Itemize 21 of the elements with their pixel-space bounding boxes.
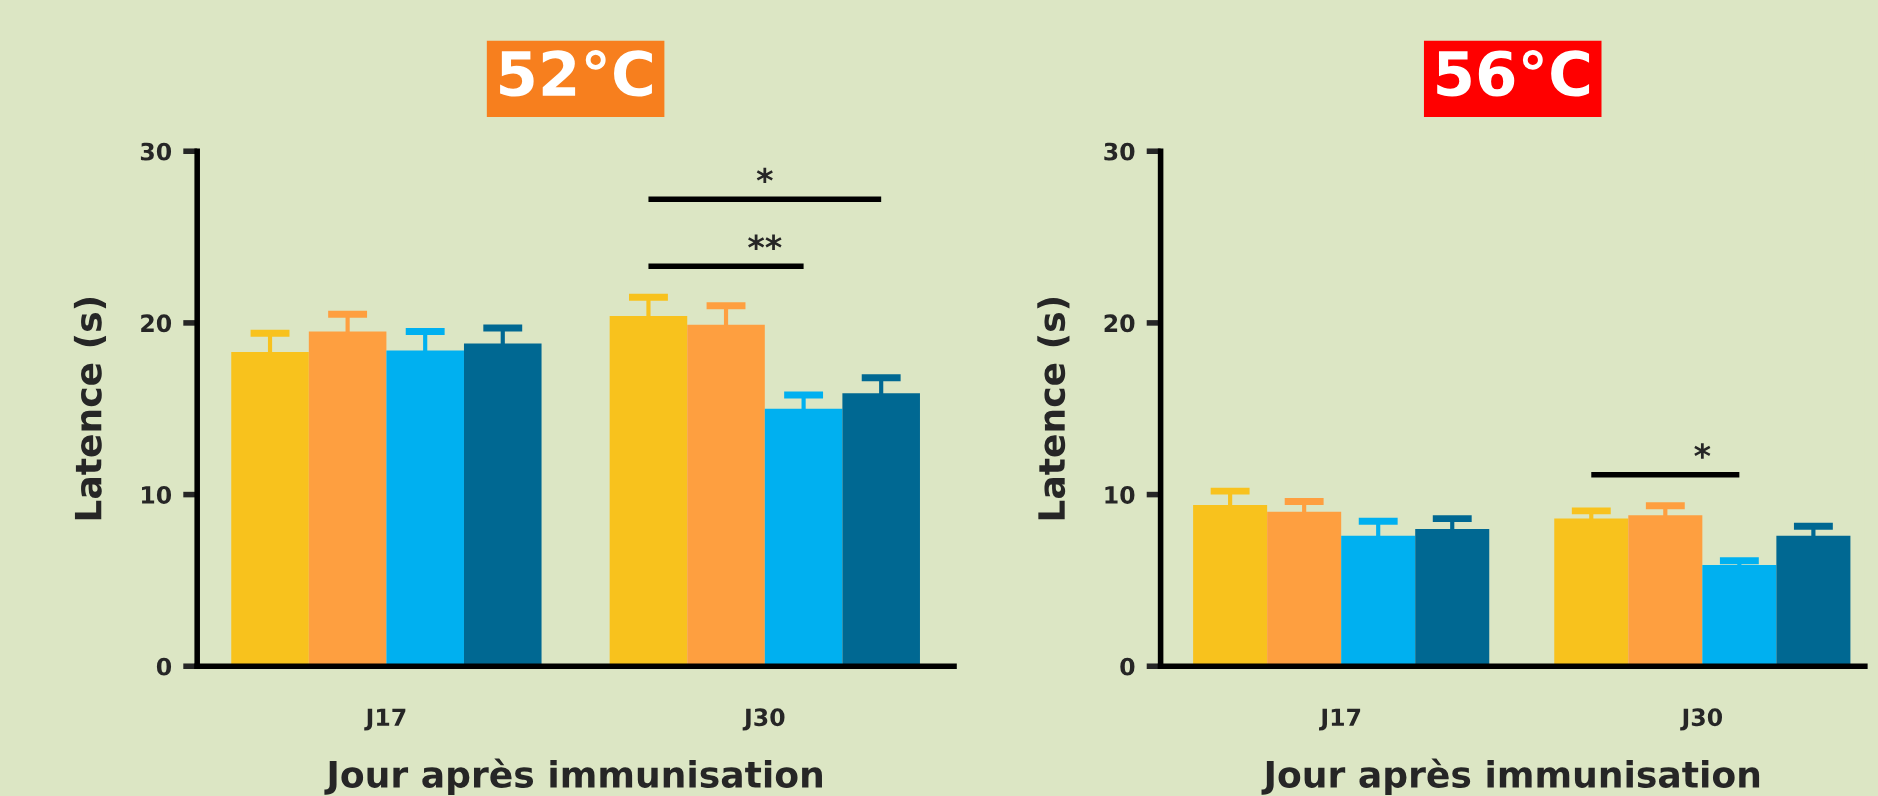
y-tick-label: 0: [156, 657, 172, 676]
annotation: *: [1694, 443, 1711, 459]
y-tick-label: 30: [1104, 142, 1135, 161]
x-axis-title: Jour après immunisation: [324, 758, 822, 795]
chart-title: 56°C: [1437, 49, 1590, 97]
annotation: *: [756, 167, 773, 184]
x-axis-title: Jour après immunisation: [1261, 758, 1760, 795]
x-tick-label: J17: [364, 708, 406, 731]
x-tick-label: J30: [1680, 708, 1723, 731]
y-tick-label: 30: [140, 142, 172, 161]
y-tick-label: 10: [142, 486, 172, 504]
x-tick-label: J30: [742, 708, 785, 731]
annotation: **: [748, 234, 782, 251]
x-tick-label: J17: [1319, 708, 1361, 731]
chart-title: 52°C: [500, 49, 652, 97]
y-tick-label: 20: [1104, 314, 1135, 333]
y-axis-title: Latence (s): [73, 297, 107, 520]
y-axis-title: Latence (s): [1037, 297, 1070, 520]
y-tick-label: 0: [1120, 657, 1135, 676]
y-tick-label: 10: [1105, 486, 1135, 504]
y-tick-label: 20: [141, 314, 172, 333]
